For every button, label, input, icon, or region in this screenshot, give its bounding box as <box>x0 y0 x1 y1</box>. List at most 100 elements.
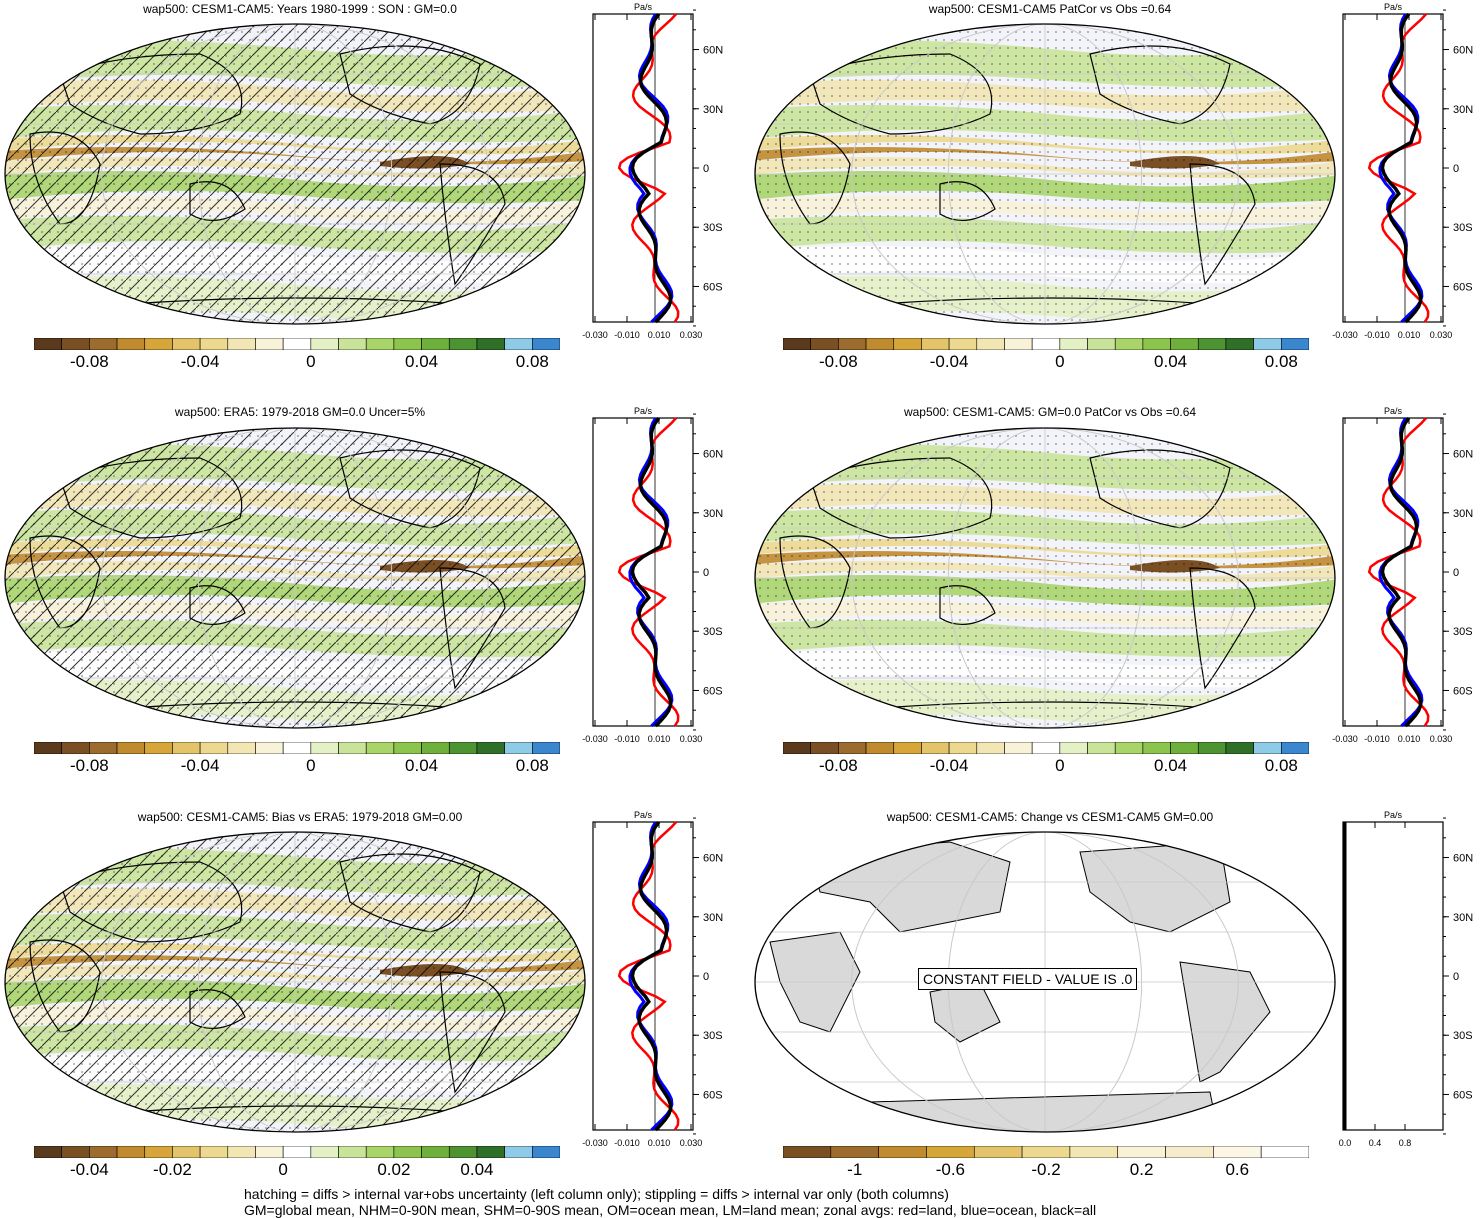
zonal-tick-label: 0.010 <box>648 734 671 744</box>
colorbar-swatch <box>476 1146 505 1158</box>
colorbar-label: 0 <box>278 1160 288 1179</box>
colorbar-swatch <box>976 742 1005 754</box>
zonal-tick-label: 0.030 <box>680 1138 703 1148</box>
zonal-plot-1: Pa/s 60N 30N 0 30S 60S -0.030 -0.010 0.010 0.030 <box>582 2 723 340</box>
colorbar-label: -0.04 <box>180 352 220 371</box>
lat-label: 0 <box>703 163 709 175</box>
colorbar-swatch <box>89 1146 118 1158</box>
colorbar-swatch <box>338 742 367 754</box>
zonal-line-land <box>617 13 680 323</box>
colorbar-swatch <box>1197 742 1227 754</box>
colorbar-swatch <box>282 742 312 754</box>
colorbar-swatch <box>1117 1146 1166 1158</box>
zonal-tick-label: 0.010 <box>648 1138 671 1148</box>
colorbar-swatch <box>338 338 367 350</box>
colorbar-swatch <box>227 1146 256 1158</box>
footer-line-1: hatching = diffs > internal var+obs unce… <box>244 1186 949 1202</box>
colorbar-swatch <box>310 742 339 754</box>
lat-label: 60N <box>1453 45 1473 57</box>
colorbar-label: 0 <box>306 352 316 371</box>
colorbar-5 <box>34 1146 560 1158</box>
zonal-plot-6: Pa/s 60N 30N 0 30S 60S 0.0 0.4 0.8 <box>1339 810 1473 1148</box>
colorbar-swatch <box>116 338 146 350</box>
zonal-tick-label: -0.030 <box>1332 734 1358 744</box>
colorbar-swatch <box>1087 742 1116 754</box>
lat-label: 60S <box>1453 281 1473 293</box>
colorbar-swatch <box>976 338 1005 350</box>
colorbar-label: 0.08 <box>515 756 549 775</box>
colorbar-label: 0.2 <box>1129 1160 1154 1179</box>
colorbar-swatch <box>448 742 478 754</box>
panel-title-5: wap500: CESM1-CAM5: Bias vs ERA5: 1979-2… <box>137 810 463 824</box>
colorbar-label: 0.04 <box>405 352 439 371</box>
zonal-tick-label: 0.8 <box>1399 1138 1412 1148</box>
zonal-tick-label: 0.010 <box>648 330 671 340</box>
zonal-unit: Pa/s <box>634 406 653 416</box>
lat-label: 30N <box>1453 104 1473 116</box>
zonal-line-all <box>1380 12 1423 324</box>
colorbar-swatch <box>1069 1146 1119 1158</box>
colorbar-swatch <box>973 1146 1023 1158</box>
colorbar-swatch <box>1170 338 1199 350</box>
colorbar-label: 0 <box>306 756 316 775</box>
panel-title-3: wap500: ERA5: 1979-2018 GM=0.0 Uncer=5% <box>174 405 426 419</box>
zonal-tick-label: -0.010 <box>1364 734 1390 744</box>
colorbar-swatch <box>1114 742 1144 754</box>
colorbar-label: -0.08 <box>69 352 109 371</box>
lat-label: 0 <box>1453 163 1459 175</box>
colorbar-label: 0.08 <box>1264 756 1298 775</box>
colorbar-swatch <box>1087 338 1116 350</box>
zonal-tick-label: -0.010 <box>614 734 640 744</box>
colorbar-label: -0.08 <box>69 756 109 775</box>
colorbar-swatch <box>878 1146 927 1158</box>
colorbar-swatch <box>921 742 950 754</box>
colorbar-swatch <box>34 742 62 754</box>
colorbar-swatch <box>1170 742 1199 754</box>
colorbar-swatch <box>116 1146 146 1158</box>
zonal-plot-2: Pa/s 60N 30N 0 30S 60S -0.030 -0.010 0.010 0.030 <box>1332 2 1473 340</box>
colorbar-swatch <box>255 742 284 754</box>
lat-label: 60N <box>1453 853 1473 865</box>
lat-label: 60N <box>703 853 723 865</box>
zonal-unit: Pa/s <box>634 2 653 12</box>
lat-label: 30N <box>703 508 723 520</box>
zonal-plot-3: Pa/s 60N 30N 0 30S 60S -0.030 -0.010 0.010 0.030 <box>582 406 723 744</box>
colorbar-label: 0 <box>1055 756 1065 775</box>
colorbar-swatch <box>393 338 422 350</box>
colorbar-swatch <box>365 338 395 350</box>
colorbar-swatch <box>830 1146 879 1158</box>
zonal-unit: Pa/s <box>1384 406 1403 416</box>
colorbar-swatch <box>1114 338 1144 350</box>
colorbar-label: 0 <box>1055 352 1065 371</box>
zonal-line-all <box>630 12 673 324</box>
colorbar-swatch <box>448 338 478 350</box>
colorbar-label: -0.04 <box>929 756 969 775</box>
colorbar-swatch <box>34 1146 62 1158</box>
colorbar-swatch <box>504 742 533 754</box>
colorbar-swatch <box>1197 338 1227 350</box>
panel-title-4: wap500: CESM1-CAM5: GM=0.0 PatCor vs Obs… <box>903 405 1197 419</box>
colorbar-label: 0.08 <box>515 352 549 371</box>
zonal-tick-label: 0.0 <box>1339 1138 1352 1148</box>
lat-label: 30S <box>1453 1030 1473 1042</box>
colorbar-swatch <box>838 338 867 350</box>
colorbar-1 <box>34 338 560 350</box>
colorbar-label: -0.08 <box>818 352 858 371</box>
colorbar-swatch <box>310 1146 339 1158</box>
colorbar-label: 0.08 <box>1264 352 1298 371</box>
zonal-tick-label: 0.030 <box>680 734 703 744</box>
colorbar-swatch <box>1059 742 1088 754</box>
lat-label: 60S <box>1453 1089 1473 1101</box>
colorbar-swatch <box>783 338 811 350</box>
lat-label: 60S <box>703 281 723 293</box>
lat-label: 60N <box>703 45 723 57</box>
zonal-line-land <box>617 417 680 727</box>
zonal-tick-label: -0.010 <box>614 330 640 340</box>
lat-label: 60N <box>1453 449 1473 461</box>
zonal-unit: Pa/s <box>1384 2 1403 12</box>
colorbar-swatch <box>199 338 229 350</box>
zonal-unit: Pa/s <box>634 810 653 820</box>
panel-title-6: wap500: CESM1-CAM5: Change vs CESM1-CAM5… <box>886 810 1214 824</box>
colorbar-4 <box>783 742 1309 754</box>
colorbar-3 <box>34 742 560 754</box>
